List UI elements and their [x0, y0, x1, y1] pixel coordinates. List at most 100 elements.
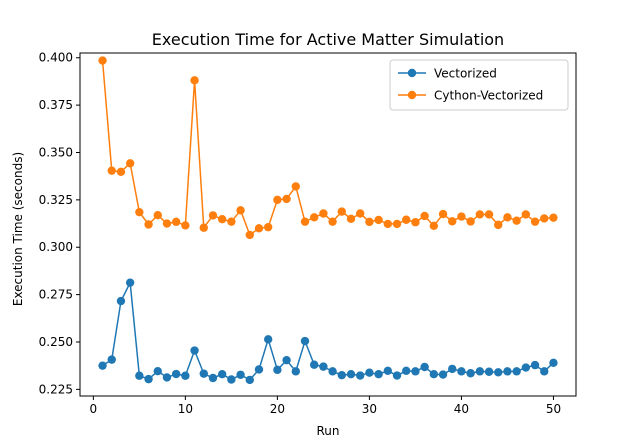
data-point-vectorized: [466, 369, 475, 378]
axes-frame: [79, 52, 577, 397]
data-point-vectorized: [429, 370, 439, 379]
data-point-vectorized: [171, 369, 181, 379]
data-point-cython-vectorized: [254, 224, 264, 233]
data-point-vectorized: [392, 371, 402, 380]
series-vectorized: [98, 278, 558, 385]
legend-swatch-marker-vectorized: [407, 68, 417, 78]
data-point-cython-vectorized: [144, 220, 153, 229]
data-point-cython-vectorized: [530, 217, 540, 226]
legend-swatch-marker-cython-vectorized: [407, 90, 417, 100]
axes: 0 10 20 30 40 50 0.225 0.250 0.275 0.300 0.325 0.35…: [39, 51, 577, 416]
data-point-cython-vectorized: [236, 206, 245, 215]
y-tick-label: 0.350: [39, 145, 73, 159]
data-point-vectorized: [254, 365, 264, 374]
data-point-cython-vectorized: [116, 167, 126, 177]
data-point-cython-vectorized: [365, 217, 374, 227]
data-point-cython-vectorized: [484, 210, 494, 219]
data-point-cython-vectorized: [356, 209, 365, 218]
x-tick-label: 30: [362, 402, 377, 416]
y-tick-label: 0.375: [39, 98, 73, 112]
plot-area: [98, 56, 558, 385]
data-point-vectorized: [199, 369, 208, 378]
data-point-vectorized: [135, 371, 144, 380]
data-point-cython-vectorized: [429, 221, 439, 231]
data-point-cython-vectorized: [217, 214, 227, 224]
data-point-cython-vectorized: [346, 214, 356, 224]
data-point-cython-vectorized: [125, 159, 135, 168]
data-point-vectorized: [337, 370, 346, 380]
y-tick-label: 0.275: [39, 288, 73, 302]
data-point-vectorized: [512, 367, 521, 376]
data-point-vectorized: [190, 346, 199, 355]
data-point-cython-vectorized: [540, 214, 549, 223]
data-point-cython-vectorized: [337, 207, 346, 216]
data-point-vectorized: [356, 371, 365, 380]
x-tick-label: 10: [178, 402, 193, 416]
data-point-vectorized: [494, 368, 503, 377]
data-point-vectorized: [549, 358, 558, 368]
series-cython-vectorized: [98, 56, 558, 240]
data-point-cython-vectorized: [153, 211, 162, 220]
data-point-cython-vectorized: [162, 219, 172, 228]
legend-box: [389, 59, 569, 111]
data-point-cython-vectorized: [411, 218, 420, 227]
x-tick-label: 20: [270, 402, 285, 416]
data-point-vectorized: [484, 367, 494, 376]
data-point-vectorized: [181, 371, 190, 380]
data-point-vectorized: [374, 370, 383, 379]
data-point-cython-vectorized: [438, 209, 448, 219]
data-point-cython-vectorized: [328, 217, 337, 226]
data-point-cython-vectorized: [494, 220, 503, 230]
data-point-cython-vectorized: [420, 211, 429, 221]
data-point-cython-vectorized: [291, 182, 300, 191]
data-point-vectorized: [125, 278, 135, 287]
y-tick-label: 0.300: [39, 240, 73, 254]
data-point-cython-vectorized: [199, 223, 208, 232]
x-tick-label: 0: [90, 402, 98, 416]
data-point-vectorized: [236, 370, 245, 379]
legend-label-cython-vectorized: Cython-Vectorized: [434, 89, 543, 103]
data-point-cython-vectorized: [475, 210, 485, 219]
data-point-vectorized: [383, 366, 393, 375]
data-point-cython-vectorized: [181, 221, 190, 230]
data-point-cython-vectorized: [310, 213, 319, 222]
legend: Vectorized Cython-Vectorized: [389, 59, 569, 111]
data-point-vectorized: [245, 375, 254, 385]
data-point-vectorized: [227, 375, 236, 384]
data-point-cython-vectorized: [245, 230, 254, 240]
data-point-cython-vectorized: [227, 217, 236, 226]
data-point-vectorized: [503, 367, 512, 376]
data-point-cython-vectorized: [374, 215, 383, 225]
legend-label-vectorized: Vectorized: [434, 67, 497, 81]
data-point-vectorized: [162, 373, 172, 382]
data-point-vectorized: [153, 366, 162, 376]
data-point-vectorized: [411, 367, 420, 376]
data-point-vectorized: [475, 367, 485, 376]
y-axis-label: Execution Time (seconds): [11, 152, 25, 306]
data-point-vectorized: [300, 336, 310, 346]
data-point-cython-vectorized: [171, 217, 181, 227]
data-point-vectorized: [116, 296, 126, 306]
data-point-vectorized: [273, 365, 282, 375]
x-tick-label: 40: [454, 402, 469, 416]
data-point-cython-vectorized: [273, 195, 282, 205]
data-point-vectorized: [448, 364, 457, 374]
data-point-cython-vectorized: [402, 215, 411, 224]
x-axis-label: Run: [316, 424, 339, 438]
data-point-vectorized: [282, 355, 291, 365]
data-point-cython-vectorized: [107, 166, 116, 175]
data-point-vectorized: [346, 370, 356, 379]
data-point-vectorized: [402, 366, 411, 375]
data-point-cython-vectorized: [383, 219, 393, 229]
data-point-vectorized: [208, 373, 218, 383]
data-point-vectorized: [98, 361, 107, 370]
y-tick-label: 0.325: [39, 193, 73, 207]
data-point-vectorized: [217, 370, 227, 379]
data-point-cython-vectorized: [503, 213, 512, 222]
chart-title: Execution Time for Active Matter Simulat…: [152, 30, 504, 49]
data-point-vectorized: [319, 362, 328, 371]
data-point-cython-vectorized: [448, 217, 457, 226]
data-point-cython-vectorized: [319, 209, 328, 218]
data-point-cython-vectorized: [457, 212, 466, 221]
